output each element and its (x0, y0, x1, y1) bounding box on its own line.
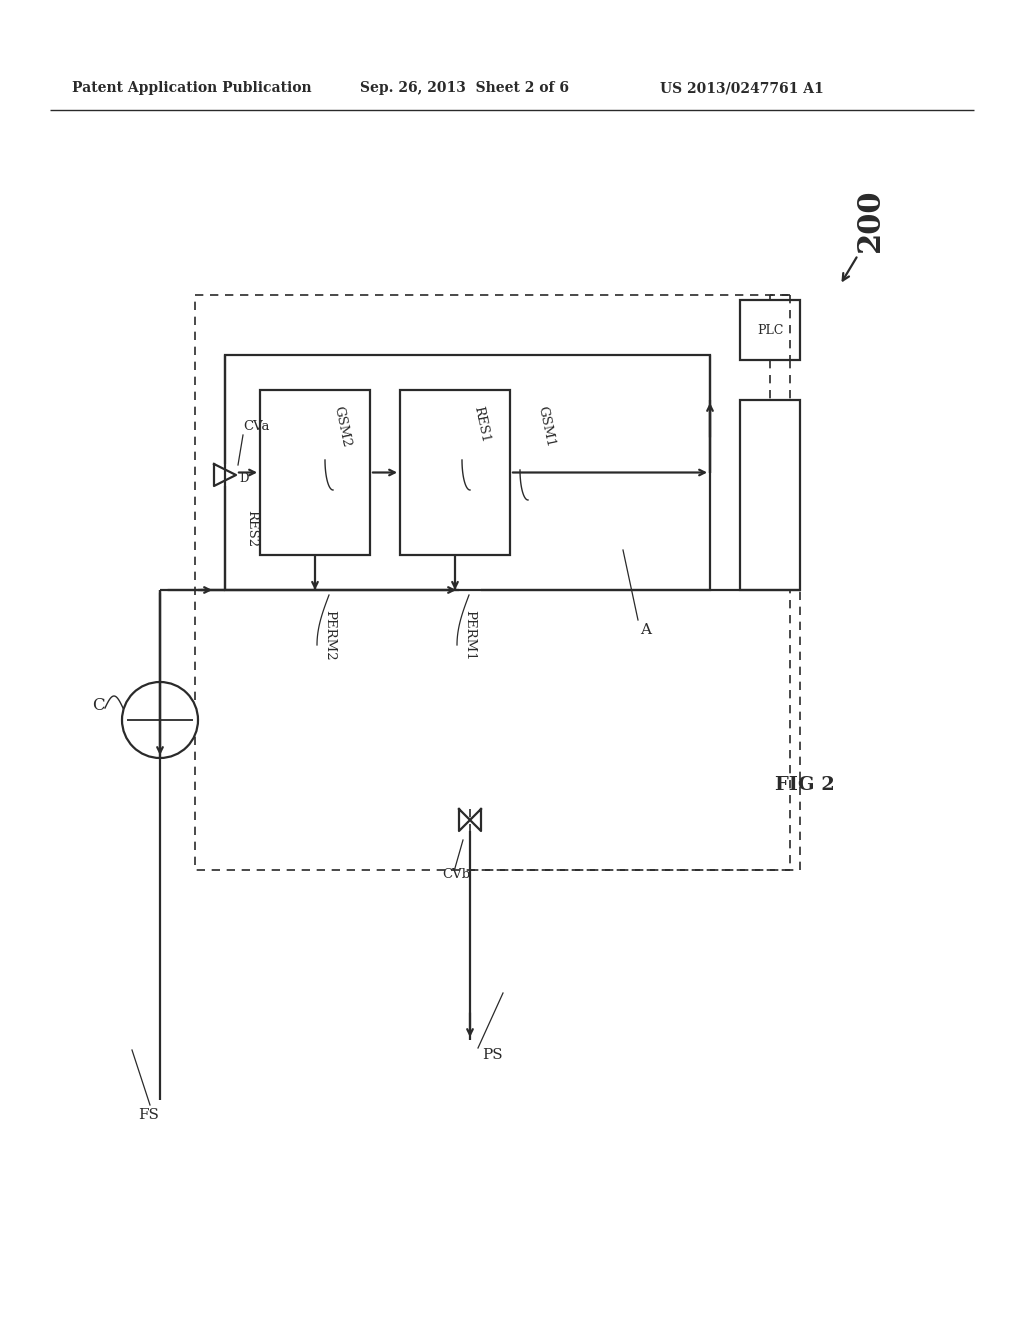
Text: Patent Application Publication: Patent Application Publication (72, 81, 311, 95)
Bar (740, 300, 800, 360)
Text: PERM1: PERM1 (463, 610, 476, 660)
Text: GSM2: GSM2 (332, 405, 353, 449)
Text: CVb: CVb (442, 869, 470, 882)
Text: GSM1: GSM1 (535, 405, 556, 449)
Text: PS: PS (482, 1048, 503, 1063)
Text: PLC: PLC (757, 323, 783, 337)
Circle shape (122, 682, 198, 758)
Text: PERM2: PERM2 (323, 610, 336, 660)
Bar (260, 389, 370, 554)
Text: US 2013/0247761 A1: US 2013/0247761 A1 (660, 81, 823, 95)
Bar (400, 389, 510, 554)
Text: D: D (239, 473, 249, 486)
Text: RES1: RES1 (471, 405, 492, 444)
Text: RES2: RES2 (245, 510, 258, 546)
Text: A: A (640, 623, 651, 638)
Bar (740, 400, 800, 590)
Text: FIG 2: FIG 2 (775, 776, 835, 795)
Bar (225, 355, 710, 590)
Text: C: C (92, 697, 104, 714)
Text: Sep. 26, 2013  Sheet 2 of 6: Sep. 26, 2013 Sheet 2 of 6 (360, 81, 569, 95)
Bar (195, 294, 790, 870)
Text: FS: FS (138, 1107, 159, 1122)
Text: 200: 200 (854, 189, 886, 252)
Text: CVa: CVa (243, 421, 269, 433)
